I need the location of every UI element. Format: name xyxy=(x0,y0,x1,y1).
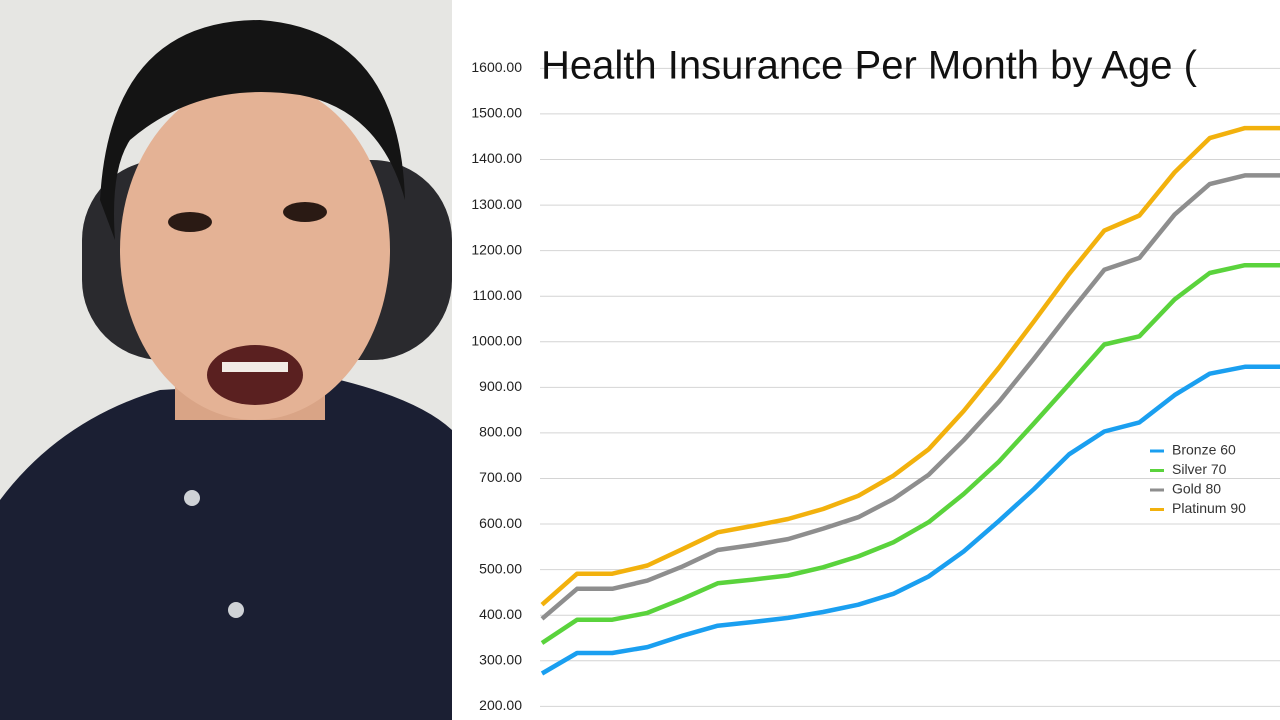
legend-label: Bronze 60 xyxy=(1172,442,1236,458)
mouth xyxy=(207,345,303,405)
presenter-photo xyxy=(0,0,452,720)
shirt xyxy=(0,380,452,720)
eye xyxy=(283,202,327,222)
legend-label: Gold 80 xyxy=(1172,481,1221,497)
legend-label: Silver 70 xyxy=(1172,461,1227,477)
series-line xyxy=(540,364,1280,676)
legend-label: Platinum 90 xyxy=(1172,500,1246,516)
series-line xyxy=(540,125,1280,607)
y-tick-label: 500.00 xyxy=(479,560,522,576)
y-tick-label: 1200.00 xyxy=(471,241,522,257)
chart: 200.00 300.00 400.00 500.00 600.00 700.00 800.… xyxy=(471,59,1280,713)
y-tick-label: 300.00 xyxy=(479,651,522,667)
y-tick-label: 200.00 xyxy=(479,697,522,713)
series-line xyxy=(540,173,1280,621)
y-tick-label: 1100.00 xyxy=(472,287,522,303)
y-tick-label: 1400.00 xyxy=(471,150,522,166)
hair xyxy=(100,20,405,240)
face xyxy=(120,80,390,420)
y-tick-label: 700.00 xyxy=(479,469,522,485)
y-tick-label: 600.00 xyxy=(479,515,522,531)
button xyxy=(228,602,244,618)
y-tick-label: 400.00 xyxy=(479,606,522,622)
chart-title: Health Insurance Per Month by Age ( xyxy=(541,44,1198,88)
y-tick-label: 800.00 xyxy=(479,424,522,440)
button xyxy=(184,490,200,506)
y-tick-label: 1300.00 xyxy=(471,196,522,212)
y-tick-label: 1500.00 xyxy=(471,105,522,121)
eye xyxy=(168,212,212,232)
y-tick-label: 900.00 xyxy=(479,378,522,394)
chart-background xyxy=(452,0,1280,720)
y-tick-label: 1000.00 xyxy=(471,332,522,348)
y-tick-label: 1600.00 xyxy=(471,59,522,75)
series-line xyxy=(540,262,1280,645)
teeth xyxy=(222,362,288,372)
